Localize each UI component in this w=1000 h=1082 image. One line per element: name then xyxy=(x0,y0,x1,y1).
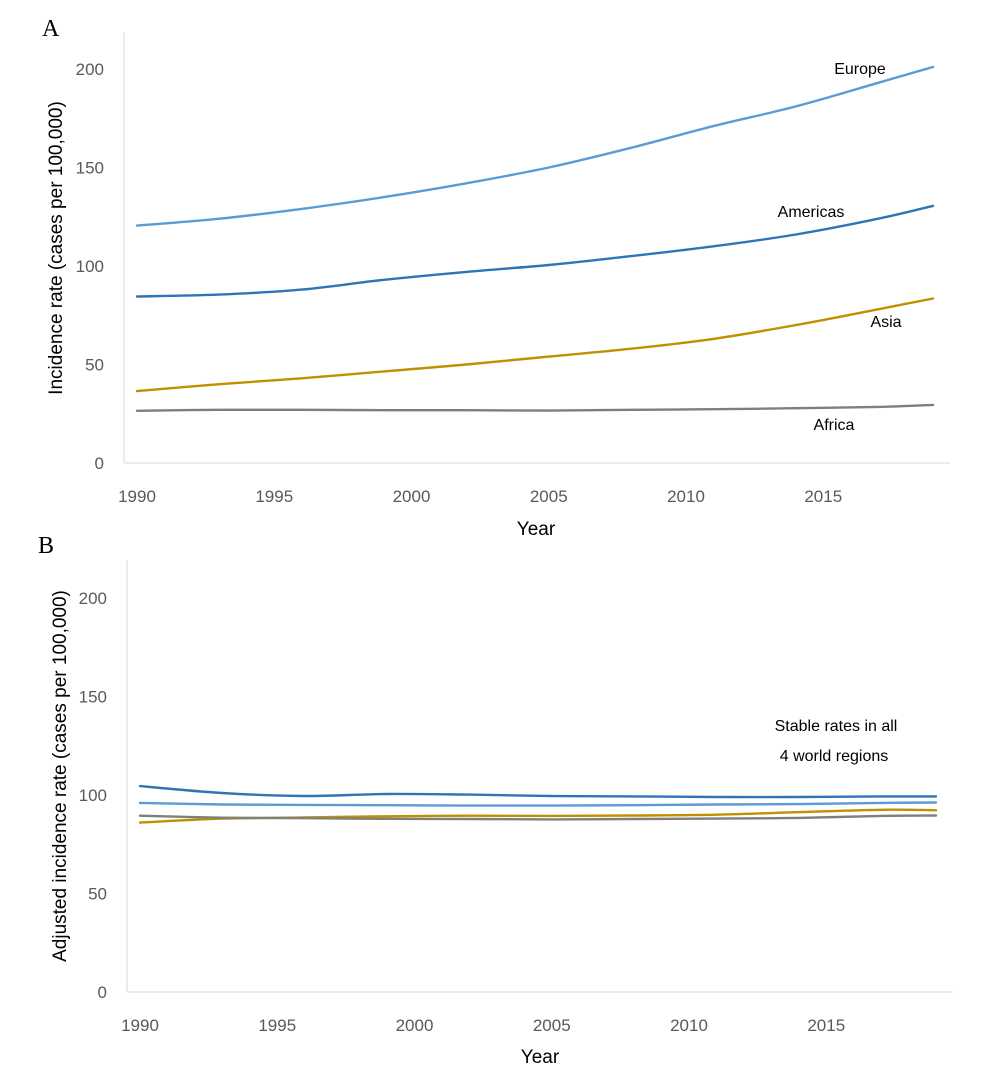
panel-b-y-ticks: 0 50 100 150 200 xyxy=(79,589,107,1002)
panel-a-x-tick-label: 1995 xyxy=(255,487,293,506)
panel-a-line-americas xyxy=(135,204,935,298)
series-label-asia: Asia xyxy=(870,314,901,331)
series-label-europe: Europe xyxy=(834,61,886,78)
panel-b-y-tick-label: 0 xyxy=(98,983,107,1002)
panel-a-x-ticks: 1990 1995 2000 2005 2010 2015 xyxy=(118,487,842,506)
panel-a-line-asia xyxy=(135,297,935,393)
panel-a-line-africa xyxy=(135,403,935,412)
panel-b-x-tick-label: 2000 xyxy=(396,1016,434,1035)
series-label-americas: Americas xyxy=(778,204,845,221)
panel-a-y-tick-label: 0 xyxy=(95,454,104,473)
panel-a-line-europe xyxy=(135,65,935,227)
panel-b-y-tick-label: 150 xyxy=(79,688,107,707)
panel-a-y-tick-label: 50 xyxy=(85,356,104,375)
panel-b-line-series-2 xyxy=(138,801,938,807)
panel-b-line-series-4 xyxy=(138,814,938,821)
panel-a-x-axis-title: Year xyxy=(517,519,556,540)
panel-b-x-tick-label: 2015 xyxy=(807,1016,845,1035)
panel-b-letter: B xyxy=(38,533,54,559)
panel-b-y-tick-label: 100 xyxy=(79,786,107,805)
panel-a-letter: A xyxy=(42,16,60,42)
panel-a-series xyxy=(135,65,935,412)
panel-b-x-tick-label: 1990 xyxy=(121,1016,159,1035)
panel-b-x-tick-label: 2010 xyxy=(670,1016,708,1035)
panel-a-x-tick-label: 2000 xyxy=(393,487,431,506)
panel-b-y-axis-title: Adjusted incidence rate (cases per 100,0… xyxy=(50,590,71,962)
panel-a-y-ticks: 0 50 100 150 200 xyxy=(76,60,104,473)
annotation-line-1: Stable rates in all xyxy=(775,718,898,735)
panel-a-y-tick-label: 150 xyxy=(76,159,104,178)
panel-a-y-tick-label: 100 xyxy=(76,257,104,276)
panel-b-series xyxy=(138,784,938,824)
series-label-africa: Africa xyxy=(814,417,855,434)
panel-a-x-tick-label: 2005 xyxy=(530,487,568,506)
annotation-line-2: 4 world regions xyxy=(780,748,889,765)
panel-b-y-tick-label: 50 xyxy=(88,885,107,904)
panel-b-line-series-3 xyxy=(138,808,938,824)
panel-b-x-tick-label: 1995 xyxy=(258,1016,296,1035)
panel-a-y-axis-title: Incidence rate (cases per 100,000) xyxy=(46,101,67,395)
panel-b-x-tick-label: 2005 xyxy=(533,1016,571,1035)
panel-a-x-tick-label: 1990 xyxy=(118,487,156,506)
panel-a-x-tick-label: 2015 xyxy=(804,487,842,506)
panel-b-x-axis-title: Year xyxy=(521,1047,560,1068)
panel-a-x-tick-label: 2010 xyxy=(667,487,705,506)
panel-b-y-tick-label: 200 xyxy=(79,589,107,608)
panel-b-line-series-1 xyxy=(138,784,938,799)
panel-a-y-tick-label: 200 xyxy=(76,60,104,79)
panel-b-x-ticks: 1990 1995 2000 2005 2010 2015 xyxy=(121,1016,845,1035)
